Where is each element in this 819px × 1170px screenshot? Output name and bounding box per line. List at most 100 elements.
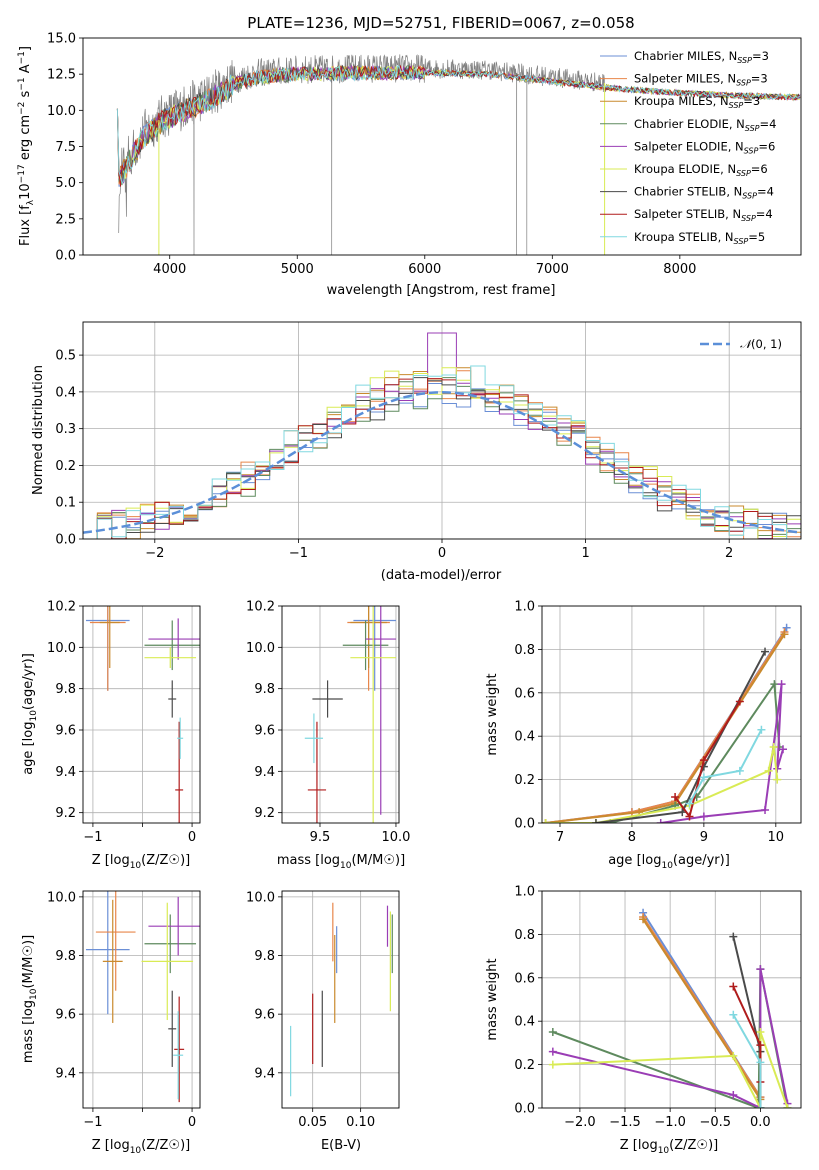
mass-weight-marker — [548, 1028, 557, 1037]
massweight-vs-Z-ytick-label: 1.0 — [514, 885, 535, 900]
mass-vs-Z-ytick-label: 9.8 — [55, 949, 76, 964]
age-vs-mass-ytick-label: 10.0 — [246, 641, 275, 656]
mass-weight-marker — [782, 623, 791, 632]
EBV-frame — [281, 890, 400, 1109]
age-vs-Z-frame — [82, 605, 201, 824]
massweight-vs-age-ytick-label: 0.6 — [514, 686, 535, 701]
mass-weight-marker — [548, 1047, 557, 1056]
mass-weight-marker — [735, 766, 744, 775]
age-vs-mass-ytick-label: 9.6 — [254, 724, 275, 739]
spectrum-xlabel: wavelength [Angstrom, rest frame] — [327, 283, 556, 298]
massweight-vs-Z-ytick-label: 0.8 — [514, 928, 535, 943]
EBV-xlabel: E(B-V) — [321, 1138, 361, 1153]
spectrum-frame — [82, 37, 802, 256]
massweight-vs-age-xtick-label: 9 — [700, 830, 708, 845]
age-vs-mass-xtick-label: 9.5 — [310, 830, 331, 845]
mass-weight-line — [545, 633, 786, 823]
massweight-vs-age-ytick-label: 0.8 — [514, 643, 535, 658]
mass-weight-marker — [756, 1028, 765, 1037]
residuals-axes: −2 −1 0 1 2 0.0 0.1 0.2 0.3 0.4 0.5 — [55, 321, 802, 561]
age-vs-mass-ytick-label: 9.4 — [254, 765, 275, 780]
age-vs-mass-plot-area — [282, 606, 399, 823]
mass-weight-marker — [773, 775, 782, 784]
mass-weight-marker — [548, 1060, 557, 1069]
legend-entry: Salpeter MILES, NSSP=3 — [634, 72, 768, 88]
figure-title: PLATE=1236, MJD=52751, FIBERID=0067, z=0… — [247, 14, 634, 32]
plots-layer: 4000 5000 6000 7000 80000.02.55.07.510.012.5… — [17, 32, 802, 1156]
residuals-xtick-label: −2 — [145, 546, 164, 561]
mass-weight-marker — [770, 680, 779, 689]
massweight-vs-age-xlabel: age [log10(age/yr)] — [608, 853, 730, 871]
massweight-vs-age-ylabel: mass weight — [485, 673, 500, 755]
massweight-vs-Z-ytick-label: 0.2 — [514, 1058, 535, 1073]
mass-weight-line — [732, 986, 762, 1082]
massweight-vs-Z-ylabel: mass weight — [485, 958, 500, 1040]
observed-spectrum — [118, 54, 608, 255]
residuals-ytick-label: 0.4 — [55, 385, 76, 400]
massweight-vs-age-ytick-label: 1.0 — [514, 600, 535, 615]
mass-weight-line — [545, 631, 786, 823]
mass-weight-marker — [779, 745, 788, 754]
massweight-vs-Z-xtick-label: −0.5 — [699, 1115, 731, 1130]
age-vs-Z-ylabel: age [log10(age/yr)] — [21, 653, 39, 775]
mass-weight-marker — [756, 1058, 765, 1067]
mass-weight-marker — [769, 743, 778, 752]
massweight-vs-Z-xtick-label: 0.0 — [750, 1115, 771, 1130]
mass-weight-marker — [729, 932, 738, 941]
mass-weight-line — [595, 651, 766, 823]
mass-weight-line — [545, 627, 788, 823]
age-vs-Z-ytick-label: 9.6 — [55, 724, 76, 739]
spectrum-axes: 4000 5000 6000 7000 8000 0.0 2.5 5.0 7.5 10.0 12.5… — [47, 32, 802, 277]
massweight-vs-Z-plot-area — [542, 891, 801, 1108]
spectrum-xtick-label: 4000 — [153, 262, 186, 277]
spectrum-plot-area — [116, 54, 801, 255]
age-vs-Z-ytick-label: 10.2 — [47, 600, 76, 615]
EBV-ytick-label: 9.8 — [254, 949, 275, 964]
spectrum-ytick-label: 2.5 — [55, 212, 76, 227]
age-vs-Z-xtick-label: −1 — [83, 830, 102, 845]
mass-weight-line — [642, 918, 762, 1108]
mass-vs-Z-plot-area — [83, 891, 200, 1108]
residuals-xtick-label: 0 — [438, 546, 446, 561]
massweight-vs-Z-axes: −2.0 −1.5 −1.0 −0.5 0.0 0.0 0.2 0.4 0.6 0.8 1.0 — [514, 885, 802, 1130]
spectrum-ytick-label: 7.5 — [55, 140, 76, 155]
legend-entry: Salpeter STELIB, NSSP=4 — [634, 207, 773, 223]
massweight-vs-Z-frame — [541, 890, 802, 1109]
age-vs-mass-frame — [281, 605, 400, 824]
mass-weight-marker — [656, 819, 665, 823]
mass-weight-marker — [780, 630, 789, 639]
massweight-vs-Z-xtick-label: −2.0 — [564, 1115, 596, 1130]
age-vs-mass-ytick-label: 9.2 — [254, 806, 275, 821]
massweight-vs-Z-ytick-label: 0.6 — [514, 971, 535, 986]
residuals-ytick-label: 0.2 — [55, 459, 76, 474]
mass-weight-marker — [764, 766, 773, 775]
legend-entry: Chabrier MILES, NSSP=3 — [634, 49, 769, 65]
mass-vs-Z-ytick-label: 9.6 — [55, 1008, 76, 1023]
age-vs-Z-xtick-label: 0 — [188, 830, 196, 845]
massweight-vs-Z-xtick-label: −1.0 — [654, 1115, 686, 1130]
massweight-vs-age-ytick-label: 0.0 — [514, 817, 535, 832]
age-vs-Z-ytick-label: 9.4 — [55, 765, 76, 780]
mass-weight-marker — [761, 647, 770, 656]
spectrum-xtick-label: 7000 — [536, 262, 569, 277]
age-vs-mass-ytick-label: 9.8 — [254, 682, 275, 697]
massweight-vs-age-ytick-label: 0.2 — [514, 773, 535, 788]
legend-entry: Kroupa MILES, NSSP=3 — [634, 94, 760, 110]
age-vs-Z-axes: −1 0 9.2 9.4 9.6 9.8 10.0 10.2 — [47, 600, 201, 845]
mass-weight-marker — [542, 819, 550, 823]
mass-weight-marker — [671, 792, 680, 801]
age-vs-mass-xlabel: mass [log10(M/M☉)] — [277, 853, 405, 871]
mass-weight-marker — [678, 808, 687, 817]
residuals-ytick-label: 0.3 — [55, 422, 76, 437]
mass-weight-marker — [783, 1104, 792, 1108]
mass-vs-Z-ytick-label: 10.0 — [47, 890, 76, 905]
massweight-vs-age-frame — [541, 605, 802, 824]
legend-entry: Kroupa ELODIE, NSSP=6 — [634, 162, 768, 178]
massweight-vs-age-xtick-label: 8 — [628, 830, 636, 845]
EBV-xtick-label: 0.10 — [346, 1115, 375, 1130]
spectrum-ytick-label: 15.0 — [47, 32, 76, 47]
residuals-ytick-label: 0.0 — [55, 533, 76, 548]
mass-weight-marker — [591, 819, 600, 823]
legend-entry: Chabrier STELIB, NSSP=4 — [634, 185, 774, 201]
